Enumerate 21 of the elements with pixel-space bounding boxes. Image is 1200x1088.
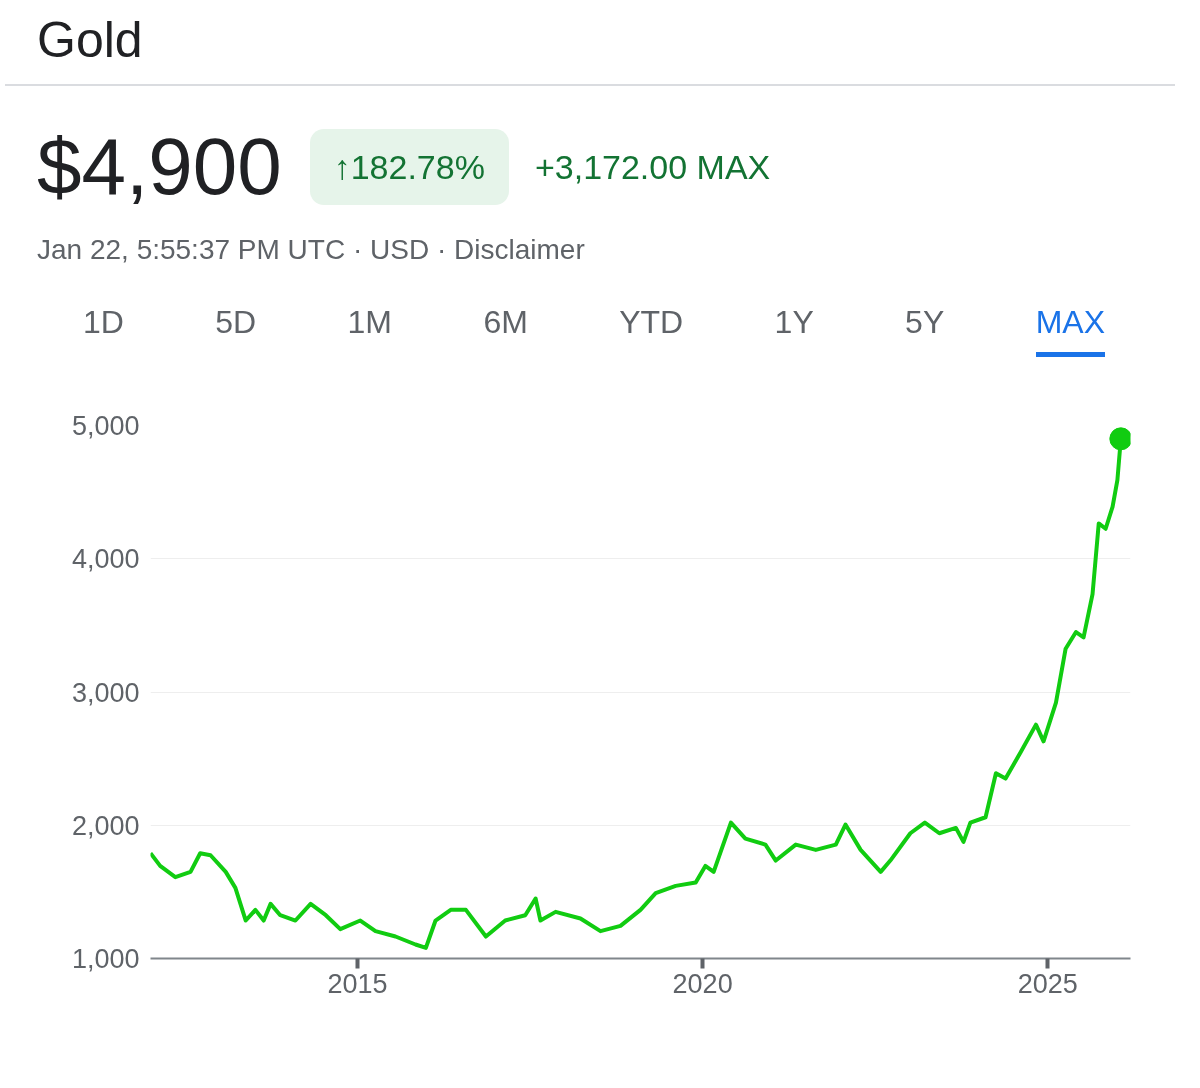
text: YTD: [619, 303, 684, 342]
text: 6M: [483, 303, 528, 342]
x-tick-label: 2025: [1017, 968, 1078, 999]
y-tick-label: 1,000: [71, 944, 140, 974]
y-tick-label: 3,000: [71, 677, 140, 708]
text: +3,172.00 MAX: [534, 146, 771, 188]
text: 1M: [347, 303, 393, 342]
text: 5Y: [905, 303, 945, 342]
chart-title: Gold: [5, 5, 1175, 87]
y-tick-label: 4,000: [71, 544, 140, 575]
text: 1D: [83, 303, 124, 342]
text: $4,900: [37, 121, 282, 213]
text: ↑182.78%: [309, 128, 509, 206]
y-tick-label: 5,000: [71, 411, 140, 441]
x-tick-label: 2020: [672, 968, 733, 999]
chart-subtitle: Jan 22, 5:55:37 PM UTC · USD · Disclaimer: [36, 233, 585, 267]
x-tick-label: 2015: [327, 968, 388, 999]
text: MAX: [1035, 300, 1105, 357]
text: 5D: [215, 303, 257, 342]
text: 1Y: [774, 303, 814, 342]
y-tick-label: 2,000: [71, 810, 140, 841]
